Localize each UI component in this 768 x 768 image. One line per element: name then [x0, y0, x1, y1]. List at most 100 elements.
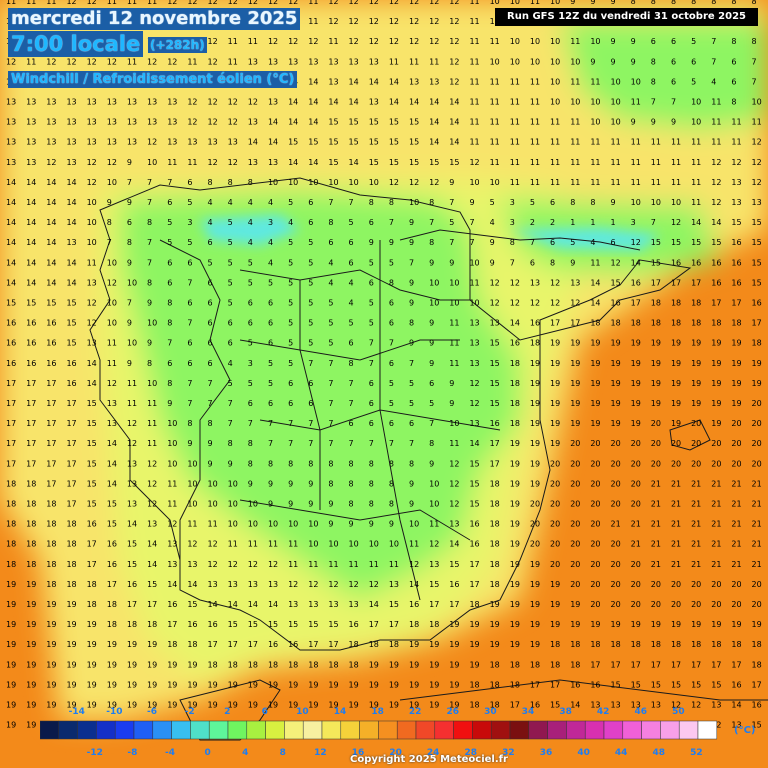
- grid-value: 18: [26, 500, 36, 509]
- grid-value: 5: [409, 399, 414, 408]
- grid-value: 19: [550, 339, 560, 348]
- grid-value: 19: [530, 359, 540, 368]
- grid-value: 20: [550, 479, 560, 488]
- grid-value: 19: [66, 680, 76, 689]
- grid-value: 14: [26, 178, 36, 187]
- legend-swatch: [359, 720, 379, 740]
- grid-value: 19: [46, 600, 56, 609]
- grid-value: 6: [308, 379, 313, 388]
- grid-value: 19: [66, 600, 76, 609]
- grid-value: 17: [66, 419, 76, 428]
- grid-value: 8: [349, 359, 354, 368]
- grid-value: 19: [248, 701, 258, 710]
- mallorca-island: [669, 419, 711, 451]
- grid-value: 14: [409, 580, 419, 589]
- grid-value: 14: [429, 118, 439, 127]
- grid-value: 12: [490, 278, 500, 287]
- grid-value: 6: [671, 77, 676, 86]
- grid-value: 17: [328, 640, 338, 649]
- grid-value: 19: [752, 359, 762, 368]
- grid-value: 12: [429, 0, 439, 6]
- grid-value: 19: [308, 680, 318, 689]
- grid-value: 15: [449, 158, 459, 167]
- grid-value: 15: [369, 138, 379, 147]
- grid-value: 14: [87, 379, 97, 388]
- grid-value: 15: [611, 278, 621, 287]
- grid-value: 5: [167, 218, 172, 227]
- grid-value: 12: [711, 198, 721, 207]
- grid-value: 7: [328, 379, 333, 388]
- grid-value: 4: [328, 278, 333, 287]
- grid-value: 17: [6, 439, 16, 448]
- grid-value: 14: [6, 278, 16, 287]
- grid-value: 19: [369, 660, 379, 669]
- grid-value: 5: [248, 339, 253, 348]
- grid-value: 13: [469, 319, 479, 328]
- color-scale-legend: -14 -10 -6 -2 2 6 10 14 18 22 26 30 34 38 42 46 50 -12 -8…: [40, 707, 718, 758]
- grid-value: 18: [711, 640, 721, 649]
- grid-value: 6: [268, 319, 273, 328]
- grid-value: 21: [651, 540, 661, 549]
- grid-value: 20: [691, 600, 701, 609]
- grid-value: 5: [328, 299, 333, 308]
- grid-value: 19: [651, 399, 661, 408]
- grid-value: 12: [208, 57, 218, 66]
- grid-value: 6: [349, 238, 354, 247]
- grid-value: 7: [349, 379, 354, 388]
- grid-value: 19: [570, 399, 580, 408]
- grid-value: 5: [308, 258, 313, 267]
- grid-value: 19: [449, 680, 459, 689]
- grid-value: 7: [167, 178, 172, 187]
- grid-value: 9: [570, 0, 575, 6]
- grid-value: 10: [590, 37, 600, 46]
- grid-value: 6: [228, 339, 233, 348]
- grid-value: 7: [530, 238, 535, 247]
- grid-value: 19: [26, 640, 36, 649]
- grid-value: 6: [268, 339, 273, 348]
- grid-value: 9: [147, 339, 152, 348]
- grid-value: 14: [429, 138, 439, 147]
- grid-value: 19: [510, 600, 520, 609]
- grid-value: 10: [691, 118, 701, 127]
- grid-value: 13: [752, 198, 762, 207]
- legend-swatch: [284, 720, 304, 740]
- grid-value: 9: [288, 500, 293, 509]
- grid-value: 13: [127, 98, 137, 107]
- legend-swatch: [660, 720, 680, 740]
- grid-value: 18: [671, 319, 681, 328]
- grid-value: 11: [328, 560, 338, 569]
- grid-value: 9: [570, 258, 575, 267]
- grid-value: 15: [87, 459, 97, 468]
- legend-bottom-label: 8: [280, 748, 286, 758]
- grid-value: 7: [510, 258, 515, 267]
- grid-value: 9: [248, 479, 253, 488]
- grid-value: 12: [208, 158, 218, 167]
- grid-value: 12: [288, 580, 298, 589]
- grid-value: 9: [369, 520, 374, 529]
- grid-value: 8: [288, 459, 293, 468]
- grid-value: 3: [510, 218, 515, 227]
- grid-value: 16: [208, 620, 218, 629]
- grid-value: 6: [248, 319, 253, 328]
- grid-value: 19: [731, 399, 741, 408]
- grid-value: 19: [107, 640, 117, 649]
- grid-value: 9: [127, 359, 132, 368]
- legend-bottom-label: -4: [165, 748, 175, 758]
- grid-value: 3: [268, 218, 273, 227]
- grid-value: 11: [570, 37, 580, 46]
- grid-value: 15: [671, 680, 681, 689]
- legend-swatch: [40, 720, 60, 740]
- grid-value: 11: [469, 0, 479, 6]
- legend-swatch: [96, 720, 116, 740]
- grid-value: 5: [228, 278, 233, 287]
- grid-value: 12: [449, 77, 459, 86]
- grid-value: 19: [490, 640, 500, 649]
- grid-value: 11: [469, 57, 479, 66]
- grid-value: 15: [429, 158, 439, 167]
- grid-value: 11: [711, 138, 721, 147]
- grid-value: 16: [6, 339, 16, 348]
- grid-value: 11: [6, 0, 16, 6]
- grid-value: 15: [248, 620, 258, 629]
- grid-value: 16: [691, 258, 701, 267]
- grid-value: 15: [127, 540, 137, 549]
